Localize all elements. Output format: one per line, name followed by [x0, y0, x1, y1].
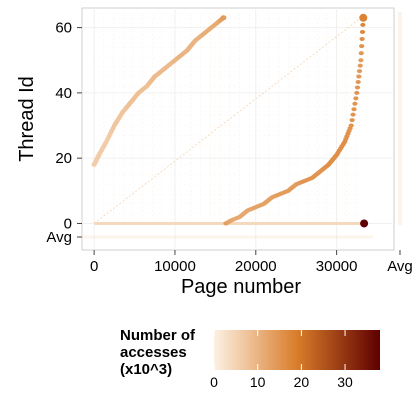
legend-title-line: accesses — [120, 344, 187, 361]
data-point — [359, 13, 368, 22]
plot-panel — [81, 7, 395, 251]
y-axis-title: Thread Id — [16, 76, 38, 162]
x-avg-label: Avg — [387, 258, 413, 275]
data-point — [356, 74, 362, 79]
legend-title-line: (x10^3) — [120, 361, 172, 378]
data-point — [348, 123, 354, 128]
avg-column — [398, 12, 402, 226]
legend-tick-label: 10 — [250, 374, 266, 390]
data-point — [360, 22, 366, 27]
data-point — [349, 118, 355, 123]
data-point — [357, 63, 363, 68]
legend-tick-label: 20 — [294, 374, 310, 390]
legend-title-line: Number of — [120, 327, 196, 344]
x-axis-title: Page number — [181, 276, 301, 298]
data-point — [354, 90, 360, 95]
data-points — [82, 12, 402, 239]
data-point — [220, 15, 227, 21]
x-tick-label: 0 — [90, 258, 98, 275]
data-point — [358, 51, 364, 56]
legend-color-bar — [214, 330, 380, 370]
y-tick-label: 20 — [55, 150, 72, 167]
avg-row — [82, 235, 373, 239]
data-point — [355, 80, 361, 84]
legend-tick-label: 30 — [337, 374, 353, 390]
data-point — [359, 29, 366, 34]
data-point — [356, 69, 363, 74]
y-avg-label: Avg — [46, 229, 72, 246]
x-tick-label: 10000 — [154, 258, 196, 275]
diagonal-trace — [93, 17, 362, 224]
x-tick-label: 20000 — [235, 258, 277, 275]
data-point — [351, 107, 357, 112]
data-point — [360, 219, 369, 228]
legend-tick-label: 0 — [210, 374, 218, 390]
data-point — [353, 96, 359, 101]
y-tick-label: 40 — [55, 85, 72, 102]
x-tick-label: 30000 — [316, 258, 358, 275]
y-tick-label: 60 — [55, 20, 72, 37]
data-point — [350, 112, 356, 117]
data-point — [354, 85, 361, 90]
data-point — [358, 58, 364, 63]
y-tick-label: 0 — [64, 215, 72, 232]
data-point — [359, 44, 365, 49]
plot-background — [81, 7, 395, 251]
data-point — [352, 101, 358, 106]
data-point — [359, 37, 365, 42]
